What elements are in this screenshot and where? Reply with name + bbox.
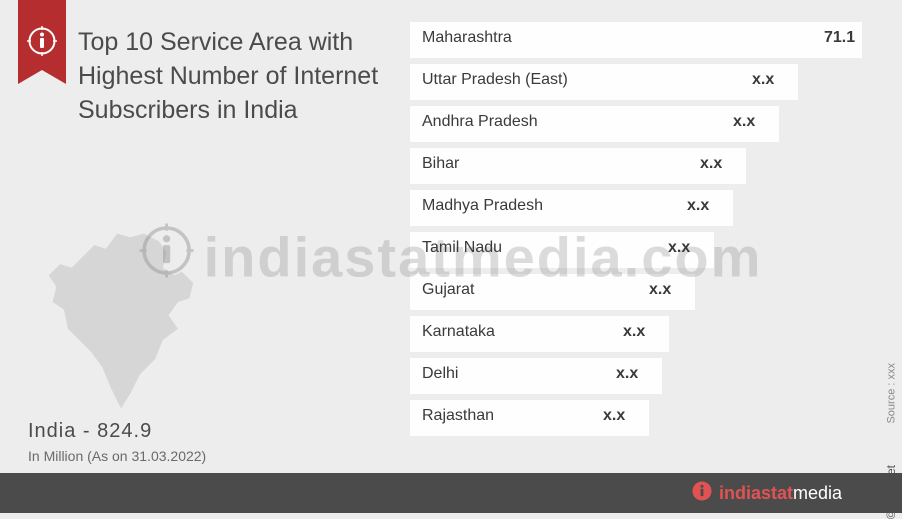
bar-row: Delhi x.x <box>410 358 880 394</box>
bar-row: Maharashtra 71.1 <box>410 22 880 58</box>
bar-value: x.x <box>649 281 671 299</box>
bar-row: Karnataka x.x <box>410 316 880 352</box>
bar-value: x.x <box>603 407 625 425</box>
unit-note: In Million (As on 31.03.2022) <box>28 448 206 464</box>
bar-row: Rajasthan x.x <box>410 400 880 436</box>
bar-label: Bihar <box>422 155 459 173</box>
bar-label: Tamil Nadu <box>422 239 502 257</box>
chart-title: Top 10 Service Area with Highest Number … <box>78 26 388 127</box>
bar-label: Madhya Pradesh <box>422 197 543 215</box>
footer-brand-red: indiastat <box>719 483 793 503</box>
bar-label: Andhra Pradesh <box>422 113 538 131</box>
footer-brand-white: media <box>793 483 842 503</box>
bar-row: Madhya Pradesh x.x <box>410 190 880 226</box>
bar-label: Gujarat <box>422 281 474 299</box>
bar-value: x.x <box>668 239 690 257</box>
bar-value: x.x <box>752 71 774 89</box>
bar-value: x.x <box>700 155 722 173</box>
bar-label: Maharashtra <box>422 29 512 47</box>
bar-row: Tamil Nadu x.x <box>410 232 880 268</box>
info-icon <box>27 26 57 61</box>
bar-label: Uttar Pradesh (East) <box>422 71 568 89</box>
footer: indiastatmedia <box>0 473 902 513</box>
bar-value: x.x <box>616 365 638 383</box>
bar-label: Delhi <box>422 365 458 383</box>
bar-row: Gujarat x.x <box>410 274 880 310</box>
bar-label: Rajasthan <box>422 407 494 425</box>
bar-row: Uttar Pradesh (East) x.x <box>410 64 880 100</box>
bar-chart: Maharashtra71.1Uttar Pradesh (East)x.xAn… <box>410 22 880 442</box>
bar-fill <box>410 148 746 184</box>
bar-value: x.x <box>687 197 709 215</box>
side-column: Source : xxx © Datanet <box>862 0 902 473</box>
bar-row: Bihar x.x <box>410 148 880 184</box>
footer-info-icon <box>691 480 713 507</box>
bar-label: Karnataka <box>422 323 495 341</box>
india-map-silhouette <box>26 226 216 421</box>
bar-value: x.x <box>733 113 755 131</box>
bar-value: x.x <box>623 323 645 341</box>
source-text: Source : xxx <box>886 363 898 424</box>
total-sep: - <box>76 420 97 442</box>
total-line: India - 824.9 <box>28 420 152 443</box>
ribbon <box>18 0 66 70</box>
total-label: India <box>28 420 76 442</box>
bar-value: 71.1 <box>824 29 855 47</box>
bar-row: Andhra Pradesh x.x <box>410 106 880 142</box>
total-value: 824.9 <box>97 420 152 442</box>
